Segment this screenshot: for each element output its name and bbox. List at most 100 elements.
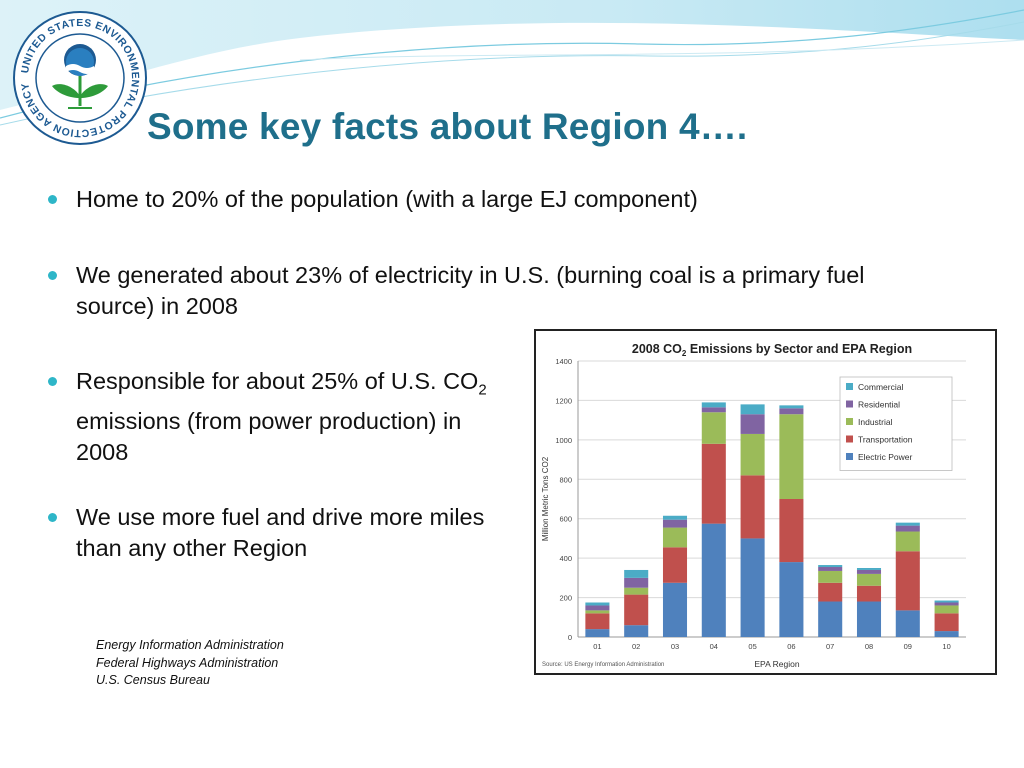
bar-segment [856,573,882,586]
bar-segment [740,538,765,637]
y-tick-label: 1000 [555,436,572,445]
chart-title: 2008 CO2 Emissions by Sector and EPA Reg… [632,342,912,358]
y-tick-label: 1200 [555,396,572,405]
bar-segment [779,408,804,415]
bar-segment [818,570,843,583]
legend-swatch [846,383,853,390]
bar-segment [740,433,765,476]
x-tick-label: 10 [942,642,950,651]
legend-label: Industrial [858,417,893,427]
chart-source-note: Source: US Energy Information Administra… [542,662,664,668]
bar-segment [585,605,610,611]
bar-segment [856,569,882,574]
bar-segment [779,499,804,563]
x-tick-label: 08 [865,642,873,651]
legend-label: Commercial [858,382,903,392]
bar-segment [934,631,959,637]
y-tick-label: 400 [559,554,572,563]
bar-segment [818,565,843,568]
y-tick-label: 200 [559,594,572,603]
legend-label: Electric Power [858,452,912,462]
bullet-text-pre: Responsible for about 25% of U.S. CO [76,368,479,394]
bullet-dot-icon [48,271,57,280]
source-item: Energy Information Administration [96,638,284,652]
emissions-chart: 2008 CO2 Emissions by Sector and EPA Reg… [534,329,997,675]
bar-segment [895,610,920,637]
bar-segment [740,475,765,539]
bar-segment [856,585,882,602]
bullet-dot-icon [48,377,57,386]
bullet-text-post: emissions (from power production) in 200… [76,407,462,465]
bullet-population: Home to 20% of the population (with a la… [48,184,948,215]
bar-segment [895,522,920,526]
bar-segment [740,404,765,415]
x-tick-label: 01 [593,642,601,651]
emissions-chart-svg: 2008 CO2 Emissions by Sector and EPA Reg… [541,342,966,669]
bar-segment [856,601,882,637]
bar-segment [934,613,959,632]
y-tick-label: 600 [559,515,572,524]
bar-segment [662,519,688,528]
bar-segment [934,600,959,603]
bar-segment [701,407,726,413]
bar-segment [895,525,920,532]
bar-segment [934,605,959,614]
legend-label: Residential [858,400,900,410]
bar-segment [895,551,920,611]
x-axis-label: EPA Region [754,659,799,669]
legend-swatch [846,435,853,443]
bar-segment [818,582,843,602]
bar-segment [624,569,649,578]
bullet-text: Home to 20% of the population (with a la… [76,186,698,212]
source-item: Federal Highways Administration [96,655,279,670]
bar-segment [818,567,843,571]
legend-swatch [846,400,853,408]
bullet-dot-icon [48,513,57,522]
bar-segment [585,629,610,637]
x-tick-label: 06 [787,642,795,651]
bar-segment [662,515,688,520]
sources-list: Energy Information Administration Federa… [96,637,284,690]
bullet-fuel-miles: We use more fuel and drive more miles th… [48,502,518,564]
bar-segment [624,594,649,626]
legend-swatch [846,418,853,425]
epa-logo: UNITED STATES ENVIRONMENTAL PROTECTION A… [13,11,147,145]
bar-segment [662,582,688,637]
x-tick-label: 09 [904,642,912,651]
bar-segment [818,601,843,637]
legend-swatch [846,453,853,460]
y-tick-label: 800 [559,475,572,484]
bullet-text: We generated about 23% of electricity in… [76,262,865,319]
bullet-text-sub: 2 [478,381,487,399]
bar-segment [740,414,765,434]
bar-segment [701,523,726,637]
bar-segment [585,602,610,606]
chart-legend [839,376,953,471]
x-tick-label: 03 [671,642,679,651]
x-tick-label: 07 [826,642,834,651]
bar-segment [624,625,649,637]
bar-segment [934,602,959,606]
bar-segment [701,443,726,524]
header-wave-decoration [0,0,1024,126]
bar-segment [585,610,610,614]
bullet-co2-emissions: Responsible for about 25% of U.S. CO2 em… [48,366,518,468]
bar-segment [895,531,920,552]
bar-segment [779,405,804,409]
bar-segment [624,577,649,588]
source-item: U.S. Census Bureau [96,673,210,687]
bar-segment [662,547,688,583]
x-tick-label: 04 [710,642,718,651]
bullet-dot-icon [48,195,57,204]
bullet-text: We use more fuel and drive more miles th… [76,504,485,561]
y-tick-label: 0 [568,633,572,642]
bullet-text: Responsible for about 25% of U.S. CO2 em… [76,366,518,468]
bar-segment [779,562,804,637]
y-tick-label: 1400 [555,357,572,366]
bar-segment [585,613,610,630]
x-tick-label: 05 [748,642,756,651]
slide-title: Some key facts about Region 4…. [147,106,748,147]
bar-segment [856,568,882,570]
legend-label: Transportation [858,435,913,445]
y-axis-label: Million Metric Tons CO2 [541,456,550,541]
